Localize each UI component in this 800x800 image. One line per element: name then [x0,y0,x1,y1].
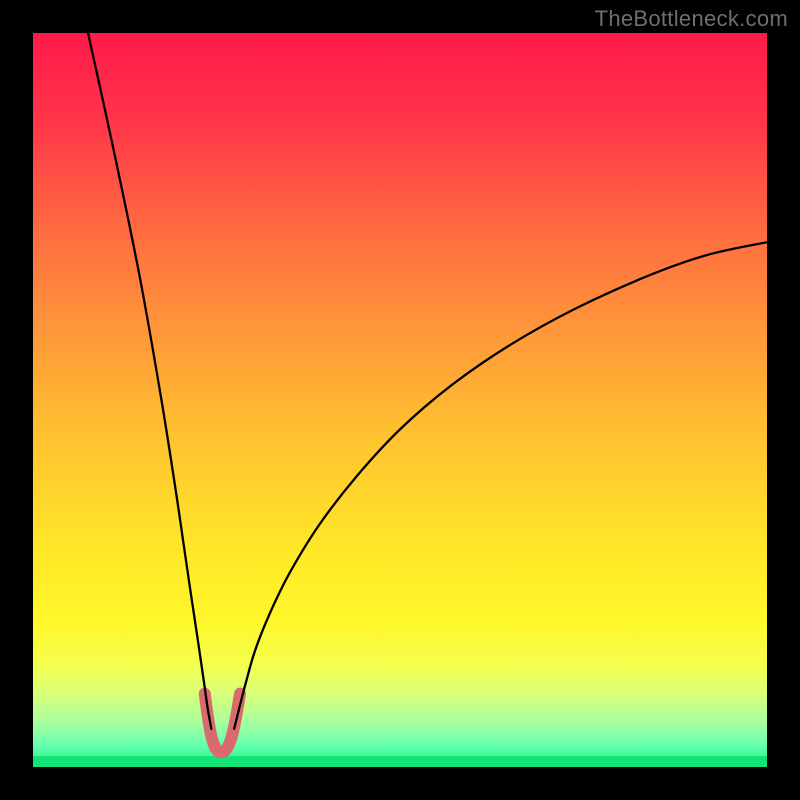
left-branch-curve [88,33,211,729]
right-branch-curve [234,242,767,729]
curve-svg [33,33,767,767]
watermark-text: TheBottleneck.com [595,6,788,32]
plot-area [33,33,767,767]
chart-container: TheBottleneck.com [0,0,800,800]
